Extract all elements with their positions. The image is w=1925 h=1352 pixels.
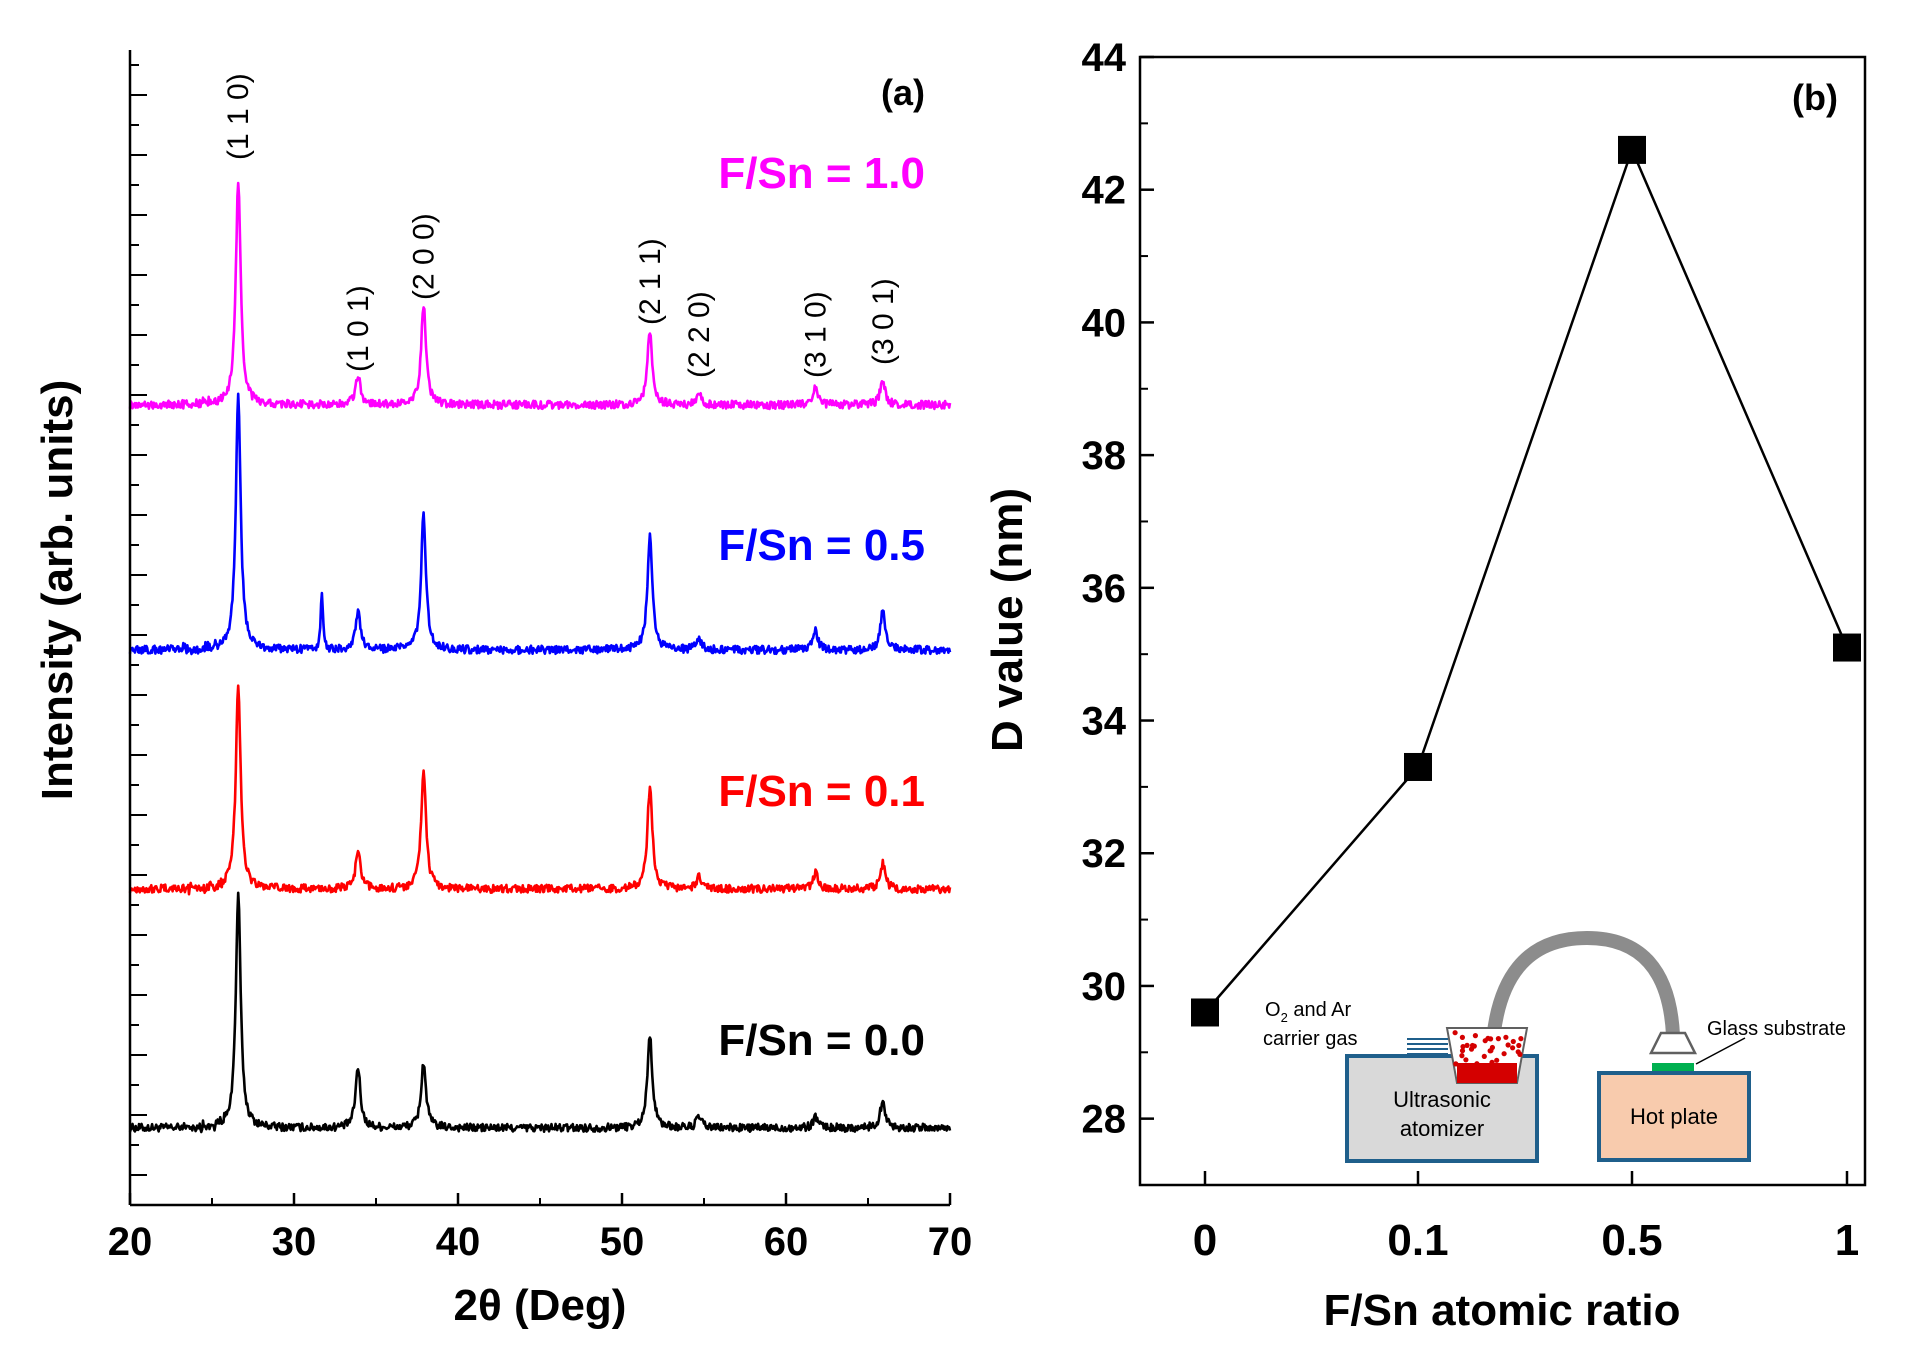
hot-plate-border [1597, 1071, 1751, 1162]
atomizer-label-2: atomizer [1400, 1116, 1484, 1141]
gas-label-line2: carrier gas [1263, 1028, 1357, 1050]
panel-b-y-axis-title: D value (nm) [983, 488, 1032, 752]
peak-label: (3 0 1) [867, 278, 900, 365]
droplet [1517, 1051, 1523, 1057]
droplet [1488, 1036, 1494, 1042]
peak-label: (1 1 0) [222, 73, 255, 160]
xrd-trace [128, 684, 952, 896]
peak-label: (1 0 1) [342, 285, 375, 372]
xrd-trace [128, 891, 952, 1134]
solution [1457, 1063, 1517, 1083]
peak-label: (2 0 0) [408, 213, 441, 300]
hot-plate-box [1599, 1073, 1749, 1160]
d-value-marker [1618, 135, 1646, 164]
b-y-tick-label: 44 [1082, 36, 1127, 80]
droplet [1494, 1057, 1500, 1063]
xrd-trace [128, 392, 952, 656]
droplet [1474, 1061, 1480, 1067]
droplet [1453, 1061, 1459, 1067]
spray-droplets [1452, 1030, 1524, 1067]
panel-b-dvalue: 28 30 32 34 36 38 40 42 44 0 0.1 0.5 1 O2 and Ar ca… [983, 36, 1867, 1335]
droplet [1510, 1045, 1516, 1051]
b-y-tick-label: 38 [1082, 434, 1127, 478]
b-x-tick-label: 0.1 [1387, 1216, 1448, 1265]
droplet [1495, 1036, 1501, 1042]
nozzle [1648, 1031, 1698, 1055]
gas-inlet-lines [1407, 1038, 1448, 1055]
b-y-tick-label: 40 [1082, 301, 1127, 345]
droplet [1472, 1033, 1478, 1039]
d-value-marker [1833, 633, 1861, 662]
peak-labels: (1 1 0) (1 0 1) (2 0 0) (2 1 1) (2 2 0) (3 1 … [222, 73, 900, 378]
b-y-tick-label: 28 [1082, 1098, 1127, 1142]
substrate-pointer [1695, 1037, 1746, 1065]
b-y-tick-label: 42 [1082, 169, 1127, 213]
x-tick-label: 50 [600, 1220, 645, 1264]
d-value-marker [1404, 752, 1432, 781]
atomizer-box-border [1345, 1054, 1539, 1163]
x-axis-ticks: 20 30 40 50 60 70 [108, 1193, 973, 1264]
b-y-tick-label: 32 [1082, 832, 1127, 876]
tube [1485, 930, 1680, 1056]
b-x-tick-label: 0 [1193, 1216, 1217, 1265]
droplet [1459, 1034, 1465, 1040]
droplet [1464, 1042, 1470, 1048]
droplet [1518, 1036, 1524, 1042]
atomizer-label-1: Ultrasonic [1393, 1087, 1491, 1112]
panel-b-frame [1138, 55, 1867, 1187]
d-value-marker [1191, 998, 1219, 1027]
x-tick-label: 60 [764, 1220, 809, 1264]
peak-label: (3 1 0) [800, 291, 833, 378]
droplet [1463, 1057, 1469, 1063]
xrd-trace [128, 181, 952, 411]
panel-b-x-axis-title: F/Sn atomic ratio [1324, 1286, 1681, 1335]
droplet [1459, 1048, 1466, 1054]
b-x-axis-ticks: 0 0.1 0.5 1 [1193, 1171, 1859, 1265]
droplet [1471, 1043, 1477, 1049]
spray-pyrolysis-schematic: O2 and Ar carrier gas Ultrasonic atomize… [1263, 930, 1846, 1163]
xrd-traces [128, 181, 952, 1134]
peak-label: (2 1 1) [634, 238, 667, 325]
x-tick-label: 70 [928, 1220, 973, 1264]
series-label: F/Sn = 0.0 [718, 1016, 925, 1065]
series-label: F/Sn = 1.0 [718, 149, 925, 198]
panel-b-label: (b) [1792, 77, 1838, 118]
droplet [1481, 1053, 1487, 1059]
substrate-label: Glass substrate [1707, 1018, 1846, 1040]
droplet [1503, 1034, 1509, 1040]
b-y-axis-ticks: 28 30 32 34 36 38 40 42 44 [1082, 36, 1154, 1142]
panel-a-x-axis-title: 2θ (Deg) [454, 1281, 627, 1330]
b-y-tick-label: 34 [1082, 700, 1127, 744]
droplet [1489, 1059, 1495, 1065]
droplet [1510, 1038, 1516, 1045]
peak-label: (2 2 0) [683, 291, 716, 378]
droplet [1452, 1030, 1458, 1036]
b-x-tick-label: 1 [1835, 1216, 1859, 1265]
glass-substrate [1652, 1063, 1694, 1072]
droplet [1489, 1044, 1495, 1051]
x-tick-label: 40 [436, 1220, 481, 1264]
droplet [1516, 1042, 1522, 1049]
hot-plate-label: Hot plate [1630, 1104, 1718, 1129]
series-label: F/Sn = 0.1 [718, 767, 925, 816]
panel-a-y-axis-title: Intensity (arb. units) [33, 380, 82, 800]
y-axis-ticks [130, 64, 147, 1206]
droplet [1505, 1042, 1511, 1048]
panel-a-label: (a) [881, 72, 925, 113]
b-y-tick-label: 36 [1082, 567, 1127, 611]
d-value-series [1191, 135, 1861, 1027]
gas-label: O2 and Ar [1265, 999, 1352, 1025]
x-tick-label: 20 [108, 1220, 153, 1264]
b-y-tick-label: 30 [1082, 965, 1127, 1009]
series-label: F/Sn = 0.5 [718, 521, 925, 570]
b-x-tick-label: 0.5 [1601, 1216, 1662, 1265]
d-value-line [1204, 146, 1849, 1014]
droplet [1459, 1053, 1465, 1059]
x-tick-label: 30 [272, 1220, 317, 1264]
panel-a-xrd: (1 1 0) (1 0 1) (2 0 0) (2 1 1) (2 2 0) (3 1 … [33, 50, 972, 1330]
series-labels: F/Sn = 0.0 F/Sn = 0.1 F/Sn = 0.5 F/Sn = 1.0 [718, 149, 925, 1065]
droplet [1460, 1044, 1466, 1050]
droplet [1501, 1051, 1507, 1057]
